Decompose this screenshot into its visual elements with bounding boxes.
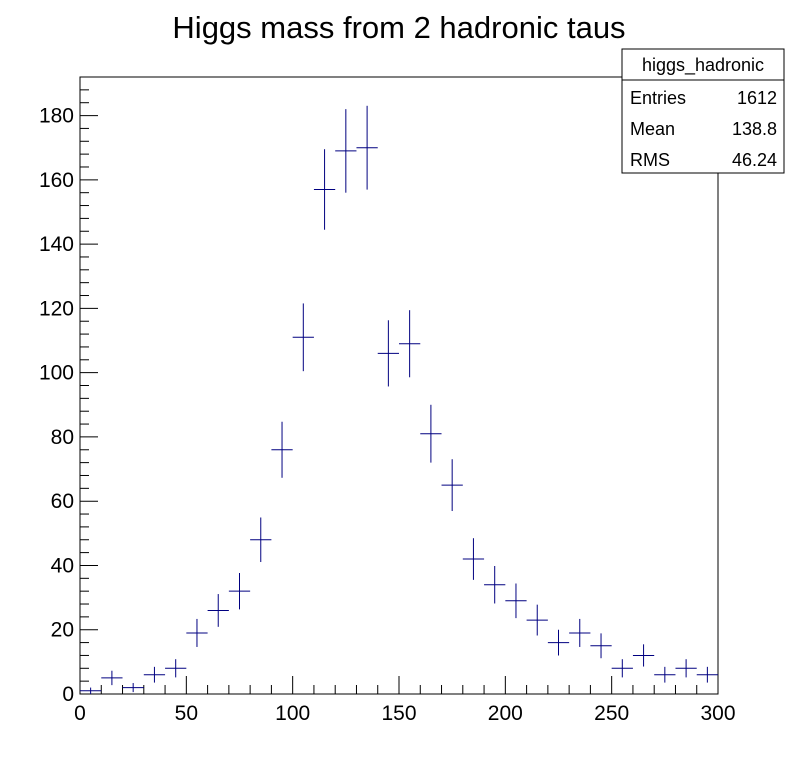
data-point <box>250 517 272 563</box>
data-point <box>271 421 293 478</box>
data-points <box>80 105 718 694</box>
x-tick-label: 100 <box>275 702 310 725</box>
data-point <box>484 566 506 604</box>
x-tick-label: 200 <box>488 702 523 725</box>
stats-box: higgs_hadronic Entries 1612 Mean 138.8 R… <box>621 48 785 174</box>
y-tick-label: 160 <box>39 169 74 192</box>
x-tick-label: 150 <box>381 702 416 725</box>
data-point <box>356 105 378 190</box>
y-axis: 0 20 40 60 80 100 120 140 160 180 <box>39 76 98 706</box>
data-point <box>611 659 633 678</box>
data-point <box>122 683 144 693</box>
stats-mean-value: 138.8 <box>732 119 777 139</box>
data-point <box>228 572 251 610</box>
y-tick-label: 120 <box>39 297 74 320</box>
y-tick-label: 60 <box>51 490 74 513</box>
y-tick-label: 140 <box>39 233 74 256</box>
data-point <box>675 659 697 678</box>
y-tick-label: 40 <box>51 554 74 577</box>
data-point <box>462 538 485 580</box>
stats-mean-label: Mean <box>630 119 675 139</box>
data-point <box>420 404 442 463</box>
data-point <box>292 303 314 372</box>
stats-rms-label: RMS <box>630 150 670 170</box>
stats-entries-value: 1612 <box>737 88 777 108</box>
x-tick-label: 250 <box>594 702 629 725</box>
data-point <box>632 644 655 667</box>
x-tick-label: 0 <box>74 702 86 725</box>
y-tick-label: 20 <box>51 619 74 642</box>
data-point <box>377 320 399 387</box>
data-point <box>547 629 570 656</box>
x-tick-label: 300 <box>700 702 735 725</box>
data-point <box>505 583 527 619</box>
data-point <box>399 310 421 378</box>
stats-rms-value: 46.24 <box>732 150 777 170</box>
data-point <box>165 659 187 678</box>
data-point <box>590 633 612 659</box>
x-axis: 0 50 100 150 200 250 300 <box>74 676 736 725</box>
y-tick-label: 80 <box>51 426 74 449</box>
data-point <box>335 109 357 193</box>
stats-entries-label: Entries <box>630 88 686 108</box>
data-point <box>696 666 718 683</box>
stats-box-name: higgs_hadronic <box>642 55 764 76</box>
data-point <box>186 618 208 647</box>
data-point <box>143 666 166 683</box>
stats-box-frame <box>621 48 785 174</box>
data-point <box>526 604 548 636</box>
data-point <box>80 687 102 694</box>
data-point <box>569 618 591 647</box>
y-tick-label: 0 <box>62 683 74 706</box>
y-tick-label: 100 <box>39 362 74 385</box>
chart-title: Higgs mass from 2 hadronic taus <box>172 10 625 45</box>
y-tick-label: 180 <box>39 105 74 128</box>
data-point <box>654 666 676 683</box>
data-point <box>313 149 336 230</box>
data-point <box>207 594 229 627</box>
x-tick-label: 50 <box>175 702 198 725</box>
data-point <box>441 459 463 512</box>
data-point <box>101 670 123 686</box>
